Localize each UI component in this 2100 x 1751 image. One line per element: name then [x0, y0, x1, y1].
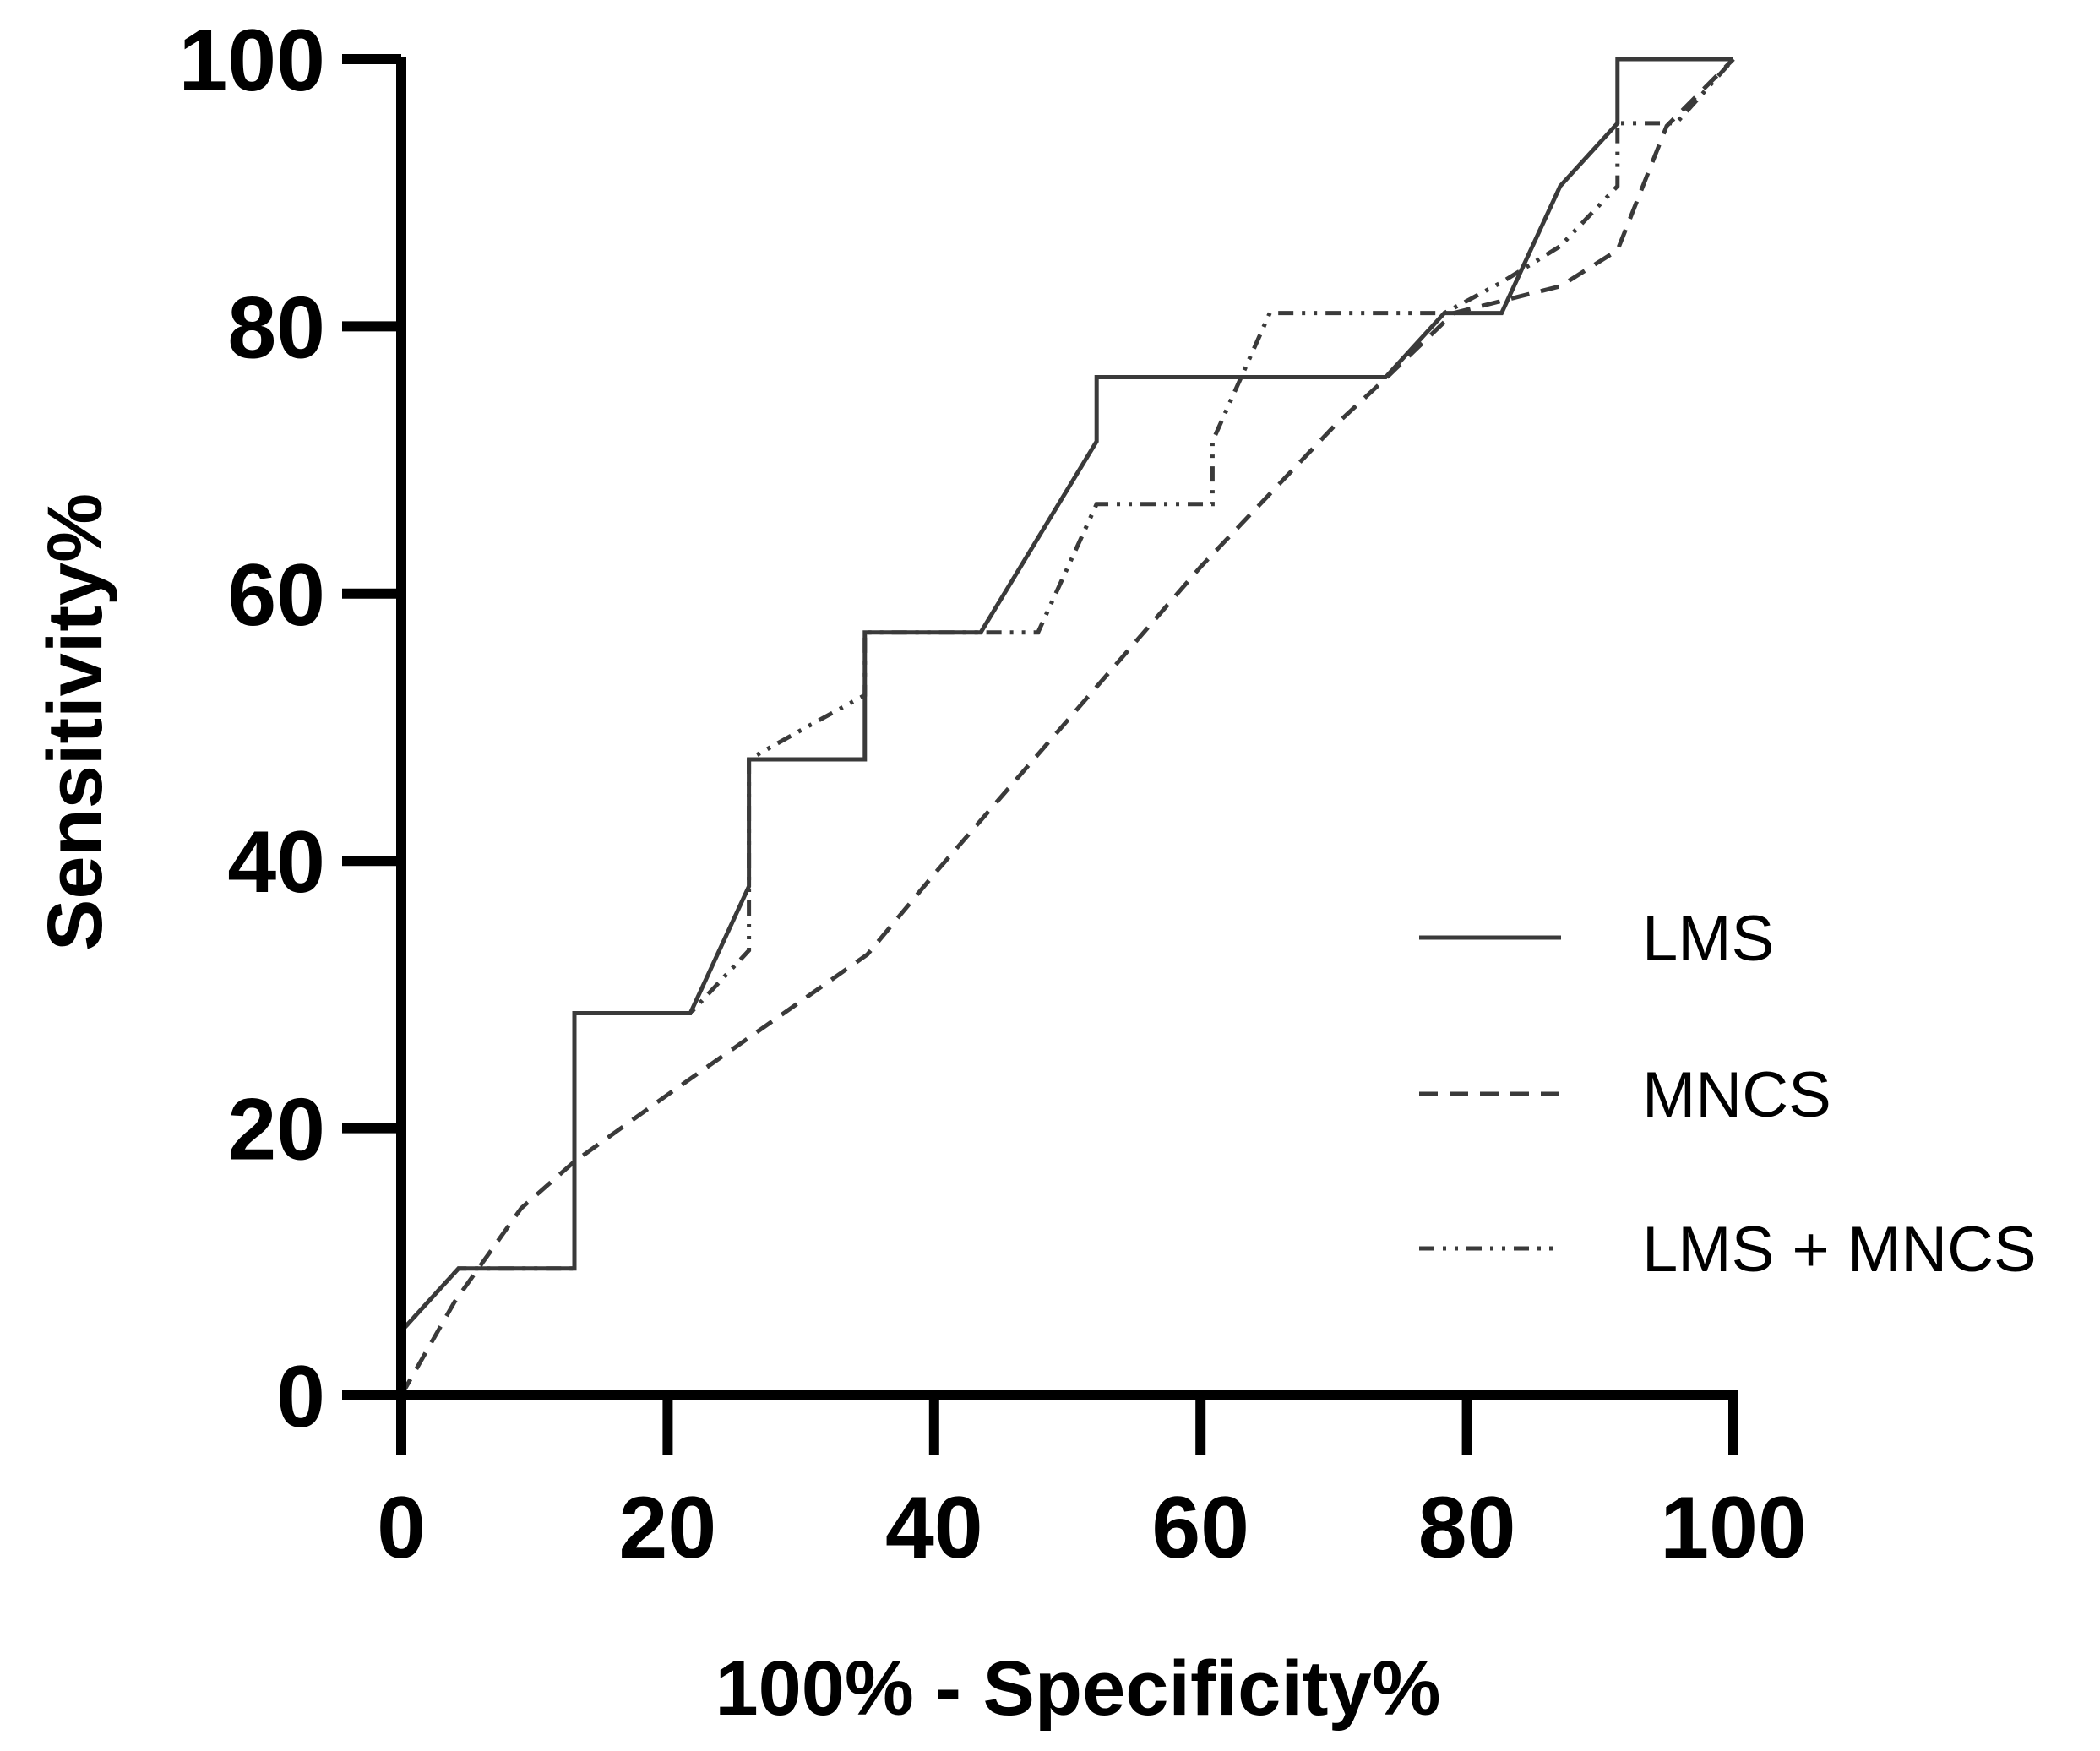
- series-line-lms: [399, 57, 1733, 1395]
- x-tick-label: 80: [1418, 1479, 1516, 1577]
- legend: LMS MNCS LMS + MNCS: [1419, 903, 2037, 1286]
- y-tick-label: 100: [178, 12, 325, 110]
- x-tick-label: 0: [377, 1479, 426, 1577]
- axes: [396, 57, 1738, 1400]
- x-tick-label: 20: [619, 1479, 717, 1577]
- plot-lines: [399, 57, 1735, 1397]
- y-axis-ticks: 0 20 40 60 80 100: [178, 12, 401, 1446]
- x-tick-label: 100: [1660, 1479, 1807, 1577]
- legend-label-mncs: MNCS: [1642, 1059, 1831, 1131]
- y-tick-label: 0: [276, 1348, 325, 1446]
- y-tick-label: 60: [227, 547, 325, 644]
- x-tick-label: 40: [885, 1479, 983, 1577]
- x-tick-label: 60: [1151, 1479, 1249, 1577]
- legend-label-lms: LMS: [1642, 903, 1774, 975]
- series-line-mncs: [399, 57, 1735, 1397]
- x-axis-ticks: 0 20 40 60 80 100: [377, 1395, 1807, 1577]
- y-tick-label: 40: [227, 813, 325, 911]
- y-tick-label: 80: [227, 279, 325, 377]
- legend-label-lms-mncs: LMS + MNCS: [1642, 1214, 2037, 1286]
- series-line-lms-mncs: [399, 57, 1735, 1395]
- x-axis-title: 100% - Specificity%: [715, 1645, 1440, 1732]
- y-axis-title: Sensitivity%: [32, 493, 118, 951]
- y-tick-label: 20: [227, 1081, 325, 1179]
